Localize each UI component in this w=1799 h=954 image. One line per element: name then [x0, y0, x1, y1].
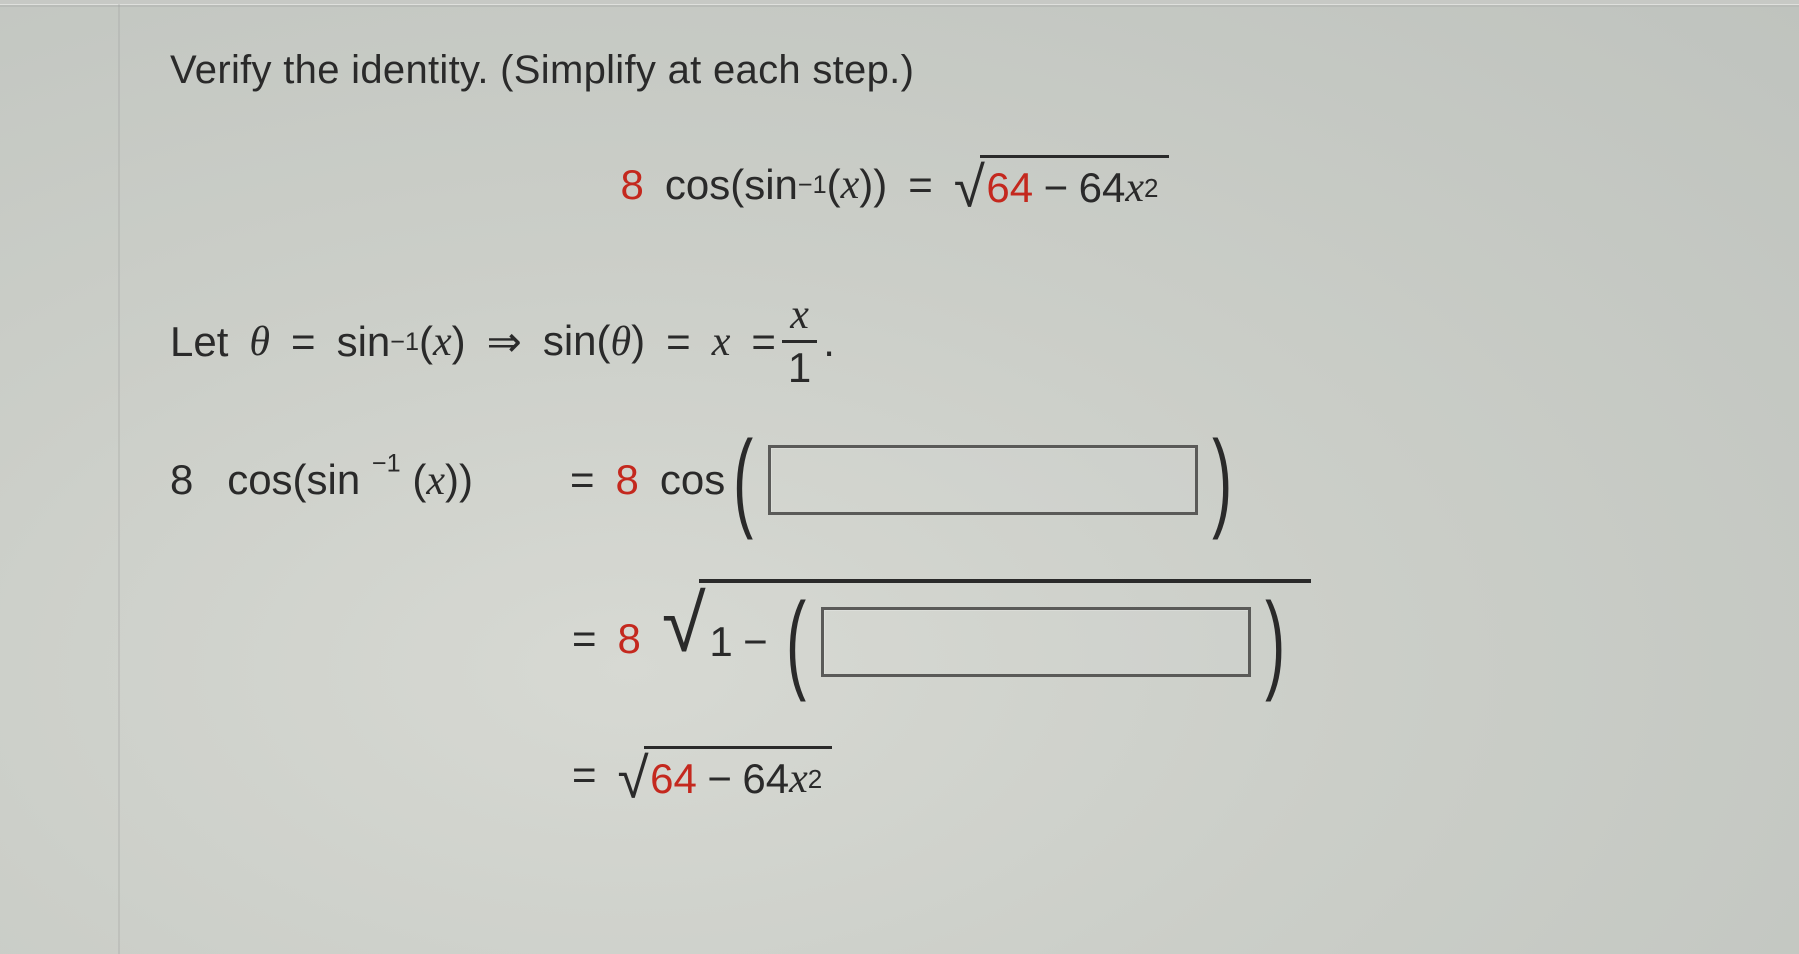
step2-cos: cos [660, 456, 725, 504]
step4-a: 64 [650, 755, 697, 803]
identity-eq: = [908, 161, 933, 209]
big-open-paren-2: ( [786, 593, 806, 691]
prompt-text: Verify the identity. (Simplify at each s… [170, 48, 1679, 93]
identity-close-parens: )) [859, 161, 887, 209]
identity-rhs-a: 64 [986, 164, 1033, 212]
let-sin: sin [337, 318, 391, 366]
step2-lhs: 8 cos(sin −1 (x)) [170, 456, 570, 505]
identity-rhs-b: 64 [1079, 164, 1126, 212]
left-margin-rule [118, 4, 120, 954]
identity-open-paren: ( [730, 161, 744, 209]
radical-icon: √ [662, 584, 706, 704]
let-line: Let θ = sin −1 ( x ) ⇒ sin(θ) = x = x 1 … [170, 294, 1679, 389]
top-separator [0, 4, 1799, 7]
let-period: . [823, 318, 835, 366]
step4-sqrt: √ 64 − 64 x 2 [618, 746, 833, 805]
step2-exp: −1 [372, 449, 401, 477]
identity-sqrt: √ 64 − 64 x 2 [954, 155, 1169, 214]
let-close: ) [452, 318, 466, 366]
step2-coeff-l: 8 [170, 456, 193, 503]
identity-inner-open: ( [827, 161, 841, 209]
step3-eq: = [572, 615, 597, 663]
step-4: = √ 64 − 64 x 2 [572, 746, 1679, 805]
let-arg: x [433, 318, 452, 366]
answer-blank-2[interactable] [821, 607, 1251, 677]
step4-op: − [707, 755, 732, 803]
step-3: = 8 √ 1 − ( ) [572, 579, 1679, 699]
identity-equation: 8 cos ( sin −1 ( x )) = √ 64 − 64 x 2 [110, 155, 1679, 214]
identity-rhs-var: x [1125, 164, 1144, 212]
big-close-paren: ) [1212, 431, 1232, 529]
step-2: 8 cos(sin −1 (x)) = 8 cos ( ) [170, 431, 1679, 529]
step2-coeff-r: 8 [616, 456, 639, 504]
big-close-paren-2: ) [1265, 593, 1285, 691]
step2-eq: = [570, 456, 595, 504]
step3-coeff: 8 [618, 615, 641, 663]
implies: ⇒ [487, 317, 522, 366]
identity-radicand: 64 − 64 x 2 [980, 155, 1168, 214]
x-over-1: x 1 [782, 294, 817, 389]
identity-cos: cos [665, 161, 730, 209]
step4-b: 64 [742, 755, 789, 803]
radical-icon: √ [618, 751, 649, 810]
theta: θ [249, 318, 270, 366]
step3-sqrt: √ 1 − ( ) [662, 579, 1311, 699]
step4-eq: = [572, 751, 597, 799]
let-word: Let [170, 318, 228, 366]
radical-icon: √ [954, 161, 985, 220]
identity-lhs-coeff: 8 [620, 161, 643, 209]
answer-blank-1[interactable] [768, 445, 1198, 515]
step4-radicand: 64 − 64 x 2 [644, 746, 832, 805]
let-open: ( [419, 318, 433, 366]
step2-lhs-tail: (x)) [412, 456, 473, 503]
identity-rhs-op: − [1044, 164, 1069, 212]
let-eq1: = [291, 318, 316, 366]
let-x: x [712, 318, 731, 366]
step2-lhs-text: cos(sin [227, 456, 360, 503]
sin-theta: sin(θ) [543, 317, 645, 366]
step3-radicand: 1 − ( ) [699, 579, 1311, 699]
let-eq2: = [666, 318, 691, 366]
let-eq3: = [751, 318, 776, 366]
step3-one: 1 [709, 618, 732, 666]
step3-minus: − [743, 618, 768, 666]
frac-bar [782, 340, 817, 343]
big-open-paren: ( [733, 431, 753, 529]
worksheet-page: Verify the identity. (Simplify at each s… [0, 0, 1799, 954]
frac-den: 1 [782, 347, 817, 389]
identity-sin: sin [744, 161, 798, 209]
step4-var: x [789, 755, 808, 803]
frac-num: x [784, 294, 815, 336]
identity-arg: x [841, 161, 860, 209]
